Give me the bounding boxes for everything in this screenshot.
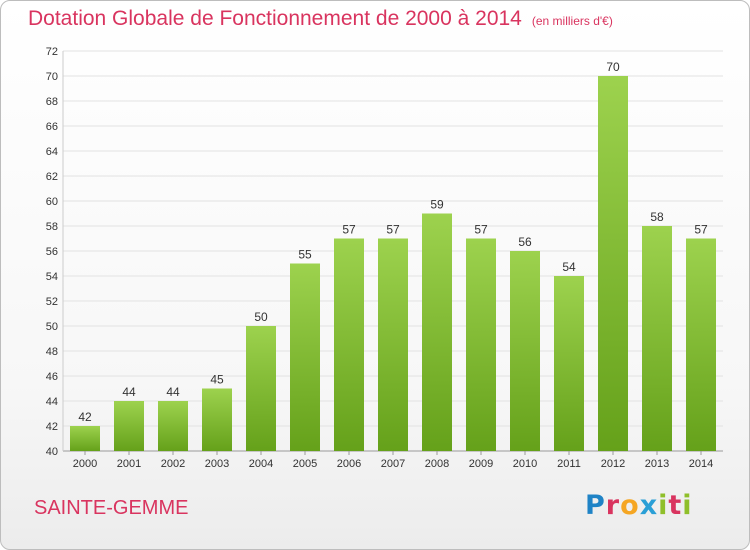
y-tick-label: 70 xyxy=(46,71,58,83)
x-tick-label: 2009 xyxy=(469,458,493,470)
value-label-2004: 50 xyxy=(254,310,268,324)
x-axis: 2000 2001 2002 2003 2004 2005 2006 2007 2008 2009… xyxy=(73,451,713,470)
chart-title-text: Dotation Globale de Fonctionnement de 20… xyxy=(28,7,522,30)
y-tick-label: 50 xyxy=(46,321,58,333)
bar-2013 xyxy=(642,226,672,451)
bar-2011 xyxy=(554,276,584,451)
x-tick-label: 2010 xyxy=(513,458,537,470)
value-label-2005: 55 xyxy=(298,248,312,262)
value-label-2007: 57 xyxy=(386,223,400,237)
y-tick-label: 46 xyxy=(46,371,58,383)
bar-2005 xyxy=(290,263,320,451)
y-tick-label: 40 xyxy=(46,446,58,458)
bar-2002 xyxy=(158,401,188,451)
x-tick-label: 2005 xyxy=(293,458,317,470)
bar-2009 xyxy=(466,238,496,451)
y-axis: 40 42 44 46 48 50 52 54 56 58 60 62 64 66 68 70 72 xyxy=(46,46,58,458)
y-tick-label: 64 xyxy=(46,146,58,158)
y-tick-label: 44 xyxy=(46,396,58,408)
value-label-2001: 44 xyxy=(122,385,136,399)
y-tick-label: 54 xyxy=(46,271,58,283)
x-tick-label: 2001 xyxy=(117,458,141,470)
bar-2014 xyxy=(686,238,716,451)
y-tick-label: 62 xyxy=(46,171,58,183)
bar-2004 xyxy=(246,326,276,451)
y-tick-label: 72 xyxy=(46,46,58,58)
bar-2012 xyxy=(598,76,628,451)
value-label-2013: 58 xyxy=(650,210,664,224)
value-label-2000: 42 xyxy=(78,410,92,424)
bars: 42 44 44 45 50 55 57 57 59 57 56 54 70 58 57 xyxy=(70,60,716,451)
x-tick-label: 2002 xyxy=(161,458,185,470)
value-label-2009: 57 xyxy=(474,223,488,237)
x-tick-label: 2014 xyxy=(689,458,713,470)
y-tick-label: 60 xyxy=(46,196,58,208)
bar-2006 xyxy=(334,238,364,451)
x-tick-label: 2006 xyxy=(337,458,361,470)
x-tick-label: 2007 xyxy=(381,458,405,470)
chart-title: Dotation Globale de Fonctionnement de 20… xyxy=(28,7,613,31)
x-tick-label: 2011 xyxy=(557,458,581,470)
y-tick-label: 66 xyxy=(46,121,58,133)
bar-2001 xyxy=(114,401,144,451)
y-tick-label: 56 xyxy=(46,246,58,258)
x-tick-label: 2004 xyxy=(249,458,273,470)
bar-2003 xyxy=(202,388,232,451)
chart-unit-note: (en milliers d'€) xyxy=(531,14,613,28)
value-label-2012: 70 xyxy=(606,60,620,74)
y-tick-label: 68 xyxy=(46,96,58,108)
y-tick-label: 58 xyxy=(46,221,58,233)
bar-2007 xyxy=(378,238,408,451)
bar-2008 xyxy=(422,213,452,451)
y-tick-label: 52 xyxy=(46,296,58,308)
value-label-2003: 45 xyxy=(210,373,224,387)
x-tick-label: 2013 xyxy=(645,458,669,470)
x-tick-label: 2000 xyxy=(73,458,97,470)
x-tick-label: 2008 xyxy=(425,458,449,470)
y-tick-label: 48 xyxy=(46,346,58,358)
value-label-2002: 44 xyxy=(166,385,180,399)
proxiti-logo: Proxiti xyxy=(585,490,693,521)
bar-2000 xyxy=(70,426,100,451)
bar-2010 xyxy=(510,251,540,451)
value-label-2006: 57 xyxy=(342,223,356,237)
value-label-2010: 56 xyxy=(518,235,532,249)
value-label-2011: 54 xyxy=(562,260,576,274)
value-label-2008: 59 xyxy=(430,198,444,212)
x-tick-label: 2003 xyxy=(205,458,229,470)
x-tick-label: 2012 xyxy=(601,458,625,470)
value-label-2014: 57 xyxy=(694,223,708,237)
y-tick-label: 42 xyxy=(46,421,58,433)
commune-name: SAINTE-GEMME xyxy=(34,497,189,519)
